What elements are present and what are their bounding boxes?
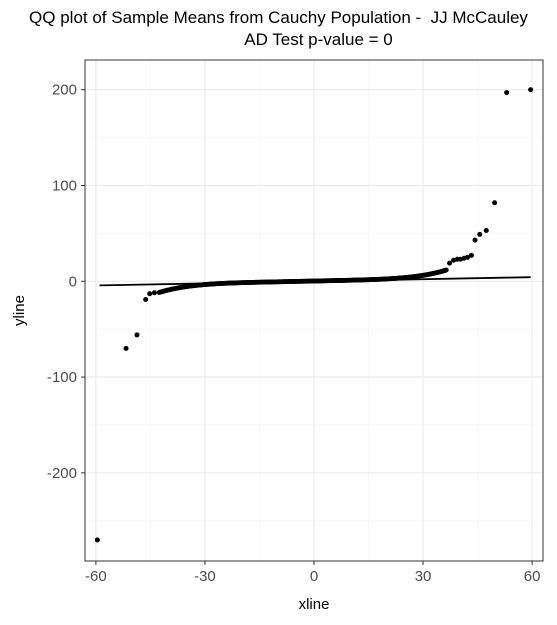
data-point <box>464 254 470 260</box>
y-tick-label: -100 <box>47 369 77 386</box>
x-tick-label: -60 <box>85 568 107 585</box>
data-point <box>94 537 100 543</box>
data-point <box>528 87 534 93</box>
data-point <box>477 231 483 237</box>
data-point <box>447 260 453 266</box>
y-tick-label: 0 <box>69 273 77 290</box>
x-tick-label: 0 <box>310 568 318 585</box>
data-point <box>143 296 149 302</box>
x-tick-label: -30 <box>194 568 216 585</box>
major-grid <box>85 60 543 561</box>
data-point <box>492 200 498 206</box>
y-axis-ticks: -200 -100 0 100 200 <box>47 82 85 482</box>
x-axis-ticks: -60 -30 0 30 60 <box>85 561 540 585</box>
x-tick-label: 60 <box>524 568 541 585</box>
chart-title: QQ plot of Sample Means from Cauchy Popu… <box>29 8 528 27</box>
chart-subtitle: AD Test p-value = 0 <box>244 30 393 49</box>
data-point <box>504 90 510 96</box>
x-tick-label: 30 <box>415 568 432 585</box>
data-point <box>123 345 129 351</box>
data-point <box>151 290 157 296</box>
data-point <box>472 237 478 243</box>
y-tick-label: 200 <box>52 82 77 99</box>
points-group <box>94 87 534 543</box>
data-point <box>443 267 449 273</box>
data-point <box>134 332 140 338</box>
y-axis-title: yline <box>11 295 28 326</box>
data-point <box>483 228 489 234</box>
x-axis-title: xline <box>299 596 330 613</box>
y-tick-label: 100 <box>52 177 77 194</box>
data-point <box>468 252 474 258</box>
data-point <box>147 291 153 297</box>
y-tick-label: -200 <box>47 465 77 482</box>
